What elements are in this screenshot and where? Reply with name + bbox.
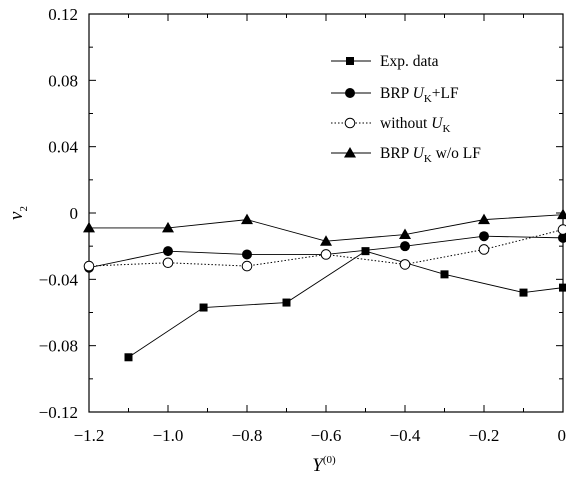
y-tick-label: 0.12 [48, 5, 78, 24]
legend-label-part: U [413, 85, 426, 102]
x-axis-title-sup: (0) [323, 454, 336, 466]
plot-frame [88, 13, 564, 413]
x-axis-title-main: Y [312, 455, 325, 476]
data-point-exp [519, 288, 528, 297]
data-point-brp-uk-wo-lf [83, 221, 95, 233]
y-axis-title-main: v [6, 211, 27, 220]
legend-label-part: K [424, 93, 432, 105]
legend-marker-brp-uk-wo-lf [344, 147, 356, 158]
data-point-exp [199, 303, 208, 312]
data-point-without-uk [162, 257, 174, 269]
y-tick-label: 0.08 [48, 71, 78, 90]
legend-label-part: Exp. data [380, 53, 439, 70]
data-point-brp-uk-lf [558, 232, 566, 243]
data-point-brp-uk-lf [479, 231, 489, 242]
legend-label-part: BRP [380, 145, 413, 162]
data-point-exp [282, 298, 291, 307]
x-tick-label: −1.0 [153, 426, 184, 445]
data-point-brp-uk-lf [400, 241, 410, 252]
y-tick-label: −0.04 [39, 270, 79, 289]
data-point-without-uk [241, 260, 253, 272]
data-point-brp-uk-wo-lf [241, 213, 253, 225]
data-point-exp [124, 353, 133, 362]
legend-label-exp: Exp. data [380, 53, 439, 70]
legend-label-part: K [424, 153, 432, 165]
legend-entry-without-uk: without UK [331, 115, 450, 135]
x-tick-label: −0.6 [311, 426, 342, 445]
series-line-without-uk [88, 229, 564, 267]
x-tick-label: −1.2 [74, 426, 105, 445]
data-point-brp-uk-wo-lf [162, 221, 174, 233]
x-tick-label: −0.2 [469, 426, 500, 445]
data-point-without-uk [320, 249, 332, 260]
legend-marker-exp [346, 57, 354, 65]
legend-label-without-uk: without UK [380, 115, 450, 135]
legend-label-part: +LF [432, 85, 459, 102]
data-point-exp [559, 283, 566, 292]
data-point-exp [361, 247, 370, 256]
x-axis-title: Y(0) [312, 454, 336, 476]
y-tick-label: 0.04 [48, 138, 78, 157]
legend-entry-brp-uk-wo-lf: BRP UK w/o LF [331, 145, 481, 165]
y-tick-label: 0 [70, 204, 79, 223]
series-layer [83, 208, 566, 362]
y-axis-title: v2 [6, 206, 30, 220]
x-tick-label: 0 [558, 426, 566, 445]
data-point-without-uk [557, 224, 566, 235]
axis-ticks [88, 13, 564, 413]
x-tick-label: −0.4 [390, 426, 421, 445]
data-point-brp-uk-wo-lf [557, 208, 566, 220]
x-tick-label: −0.8 [232, 426, 263, 445]
series-line-exp [128, 250, 564, 358]
legend-marker-brp-uk-lf [345, 88, 355, 98]
data-point-brp-uk-wo-lf [399, 228, 411, 240]
legend-label-part: without [380, 115, 431, 132]
legend-label-part: K [442, 123, 450, 135]
y-tick-labels: −0.12 −0.08 −0.04 0 0.04 0.08 0.12 [39, 5, 79, 422]
data-point-without-uk [478, 244, 490, 255]
series-without-uk [83, 224, 566, 272]
data-point-brp-uk-wo-lf [478, 213, 490, 225]
y-tick-label: −0.12 [39, 403, 78, 422]
legend-label-part: w/o LF [432, 145, 481, 162]
data-point-brp-uk-lf [242, 249, 252, 260]
legend-label-brp-uk-wo-lf: BRP UK w/o LF [380, 145, 481, 165]
legend-label-part: BRP [380, 85, 413, 102]
data-point-without-uk [83, 260, 95, 272]
data-point-brp-uk-wo-lf [320, 235, 332, 246]
legend-marker-without-uk [344, 117, 356, 129]
legend-label-part: U [431, 115, 444, 132]
legend-entry-brp-uk-lf: BRP UK+LF [331, 85, 459, 105]
legend-label-brp-uk-lf: BRP UK+LF [380, 85, 459, 105]
x-tick-labels: −1.2 −1.0 −0.8 −0.6 −0.4 −0.2 0 [74, 426, 566, 445]
data-point-without-uk [399, 259, 411, 270]
data-point-exp [440, 270, 449, 279]
series-brp-uk-wo-lf [83, 208, 566, 246]
legend-label-part: U [413, 145, 426, 162]
y-axis-title-sub: 2 [18, 206, 30, 212]
legend-entry-exp: Exp. data [331, 53, 439, 70]
y-tick-label: −0.08 [39, 337, 78, 356]
data-point-brp-uk-lf [163, 246, 173, 257]
series-exp [124, 247, 566, 362]
